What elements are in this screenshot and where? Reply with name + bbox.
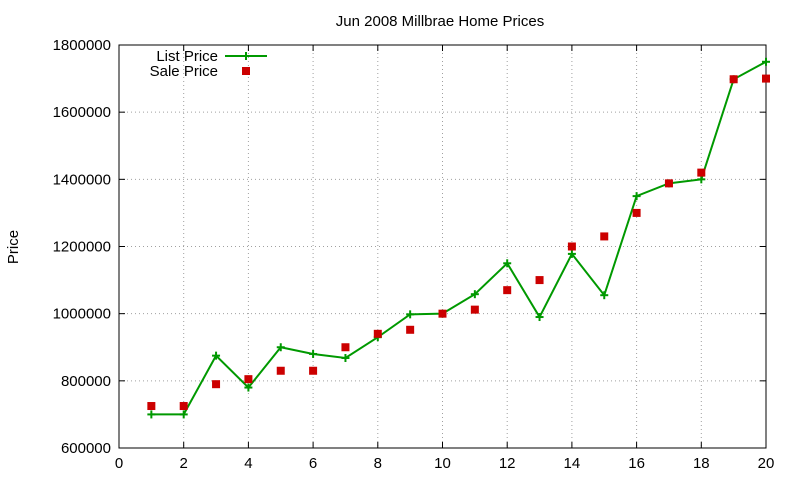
y-axis-label: Price — [5, 230, 22, 264]
axis-ticks — [118, 44, 767, 449]
x-tick-label: 8 — [374, 455, 382, 472]
y-tick-label: 800000 — [61, 373, 111, 390]
x-tick-label: 4 — [244, 455, 252, 472]
sale-price-point — [373, 329, 382, 338]
x-tick-label: 18 — [693, 455, 710, 472]
list-price-line — [151, 60, 767, 416]
legend-label-list-price: List Price — [156, 48, 218, 65]
y-tick-label: 1200000 — [53, 239, 111, 256]
list-price-point — [179, 410, 188, 419]
legend-label-sale-price: Sale Price — [150, 63, 218, 80]
list-price-point — [147, 410, 156, 419]
sale-price-point — [535, 276, 544, 285]
list-price-point — [309, 349, 318, 358]
sale-price-point — [503, 286, 512, 295]
y-axis-tick-labels: 600000 800000 1000000 1200000 1400000 1600000… — [53, 37, 111, 457]
list-price-point — [535, 313, 544, 322]
sale-price-point — [309, 366, 318, 375]
sale-price-point — [600, 232, 609, 241]
legend-cross — [242, 52, 250, 60]
list-price-point — [567, 249, 576, 258]
sale-price-point — [179, 402, 188, 411]
x-tick-label: 10 — [434, 455, 451, 472]
y-tick-label: 600000 — [61, 440, 111, 457]
list-price-point — [762, 57, 770, 66]
legend-marker-list-price — [242, 52, 250, 60]
sale-price-point — [762, 74, 770, 83]
sale-price-point — [567, 242, 576, 251]
list-price-point — [244, 383, 253, 392]
list-price-point — [632, 192, 641, 201]
x-tick-label: 12 — [499, 455, 516, 472]
x-tick-label: 6 — [309, 455, 317, 472]
x-tick-label: 14 — [564, 455, 581, 472]
sale-price-point — [147, 402, 156, 411]
x-tick-label: 20 — [758, 455, 775, 472]
sale-price-point — [470, 305, 479, 314]
x-tick-label: 0 — [115, 455, 123, 472]
list-price-point — [697, 175, 706, 184]
list-price-point — [470, 290, 479, 299]
x-axis-tick-labels: 0 2 4 6 8 10 12 14 16 18 20 — [115, 455, 775, 472]
y-tick-label: 1000000 — [53, 306, 111, 323]
series — [147, 57, 770, 419]
legend-square — [242, 67, 250, 75]
sale-price-point — [276, 366, 285, 375]
sale-price-point — [406, 325, 415, 334]
sale-price-point — [212, 380, 221, 389]
list-price-point — [406, 310, 415, 319]
sale-price-point — [244, 375, 253, 384]
y-tick-label: 1800000 — [53, 37, 111, 54]
list-price-point — [276, 343, 285, 352]
list-price-point — [503, 259, 512, 268]
list-price-point — [600, 291, 609, 300]
x-tick-label: 2 — [180, 455, 188, 472]
sale-price-point — [729, 75, 738, 84]
legend-marker-sale-price — [242, 67, 250, 75]
sale-price-point — [632, 208, 641, 217]
sale-price-point — [697, 168, 706, 177]
sale-price-point — [341, 343, 350, 352]
list-price-point — [212, 351, 221, 360]
sale-price-point — [438, 309, 447, 318]
chart-title: Jun 2008 Millbrae Home Prices — [336, 13, 544, 30]
y-tick-label: 1400000 — [53, 171, 111, 188]
legend: List Price Sale Price — [150, 48, 267, 80]
y-tick-label: 1600000 — [53, 104, 111, 121]
list-price-point — [341, 353, 350, 362]
sale-price-point — [664, 179, 673, 188]
x-tick-label: 16 — [628, 455, 645, 472]
